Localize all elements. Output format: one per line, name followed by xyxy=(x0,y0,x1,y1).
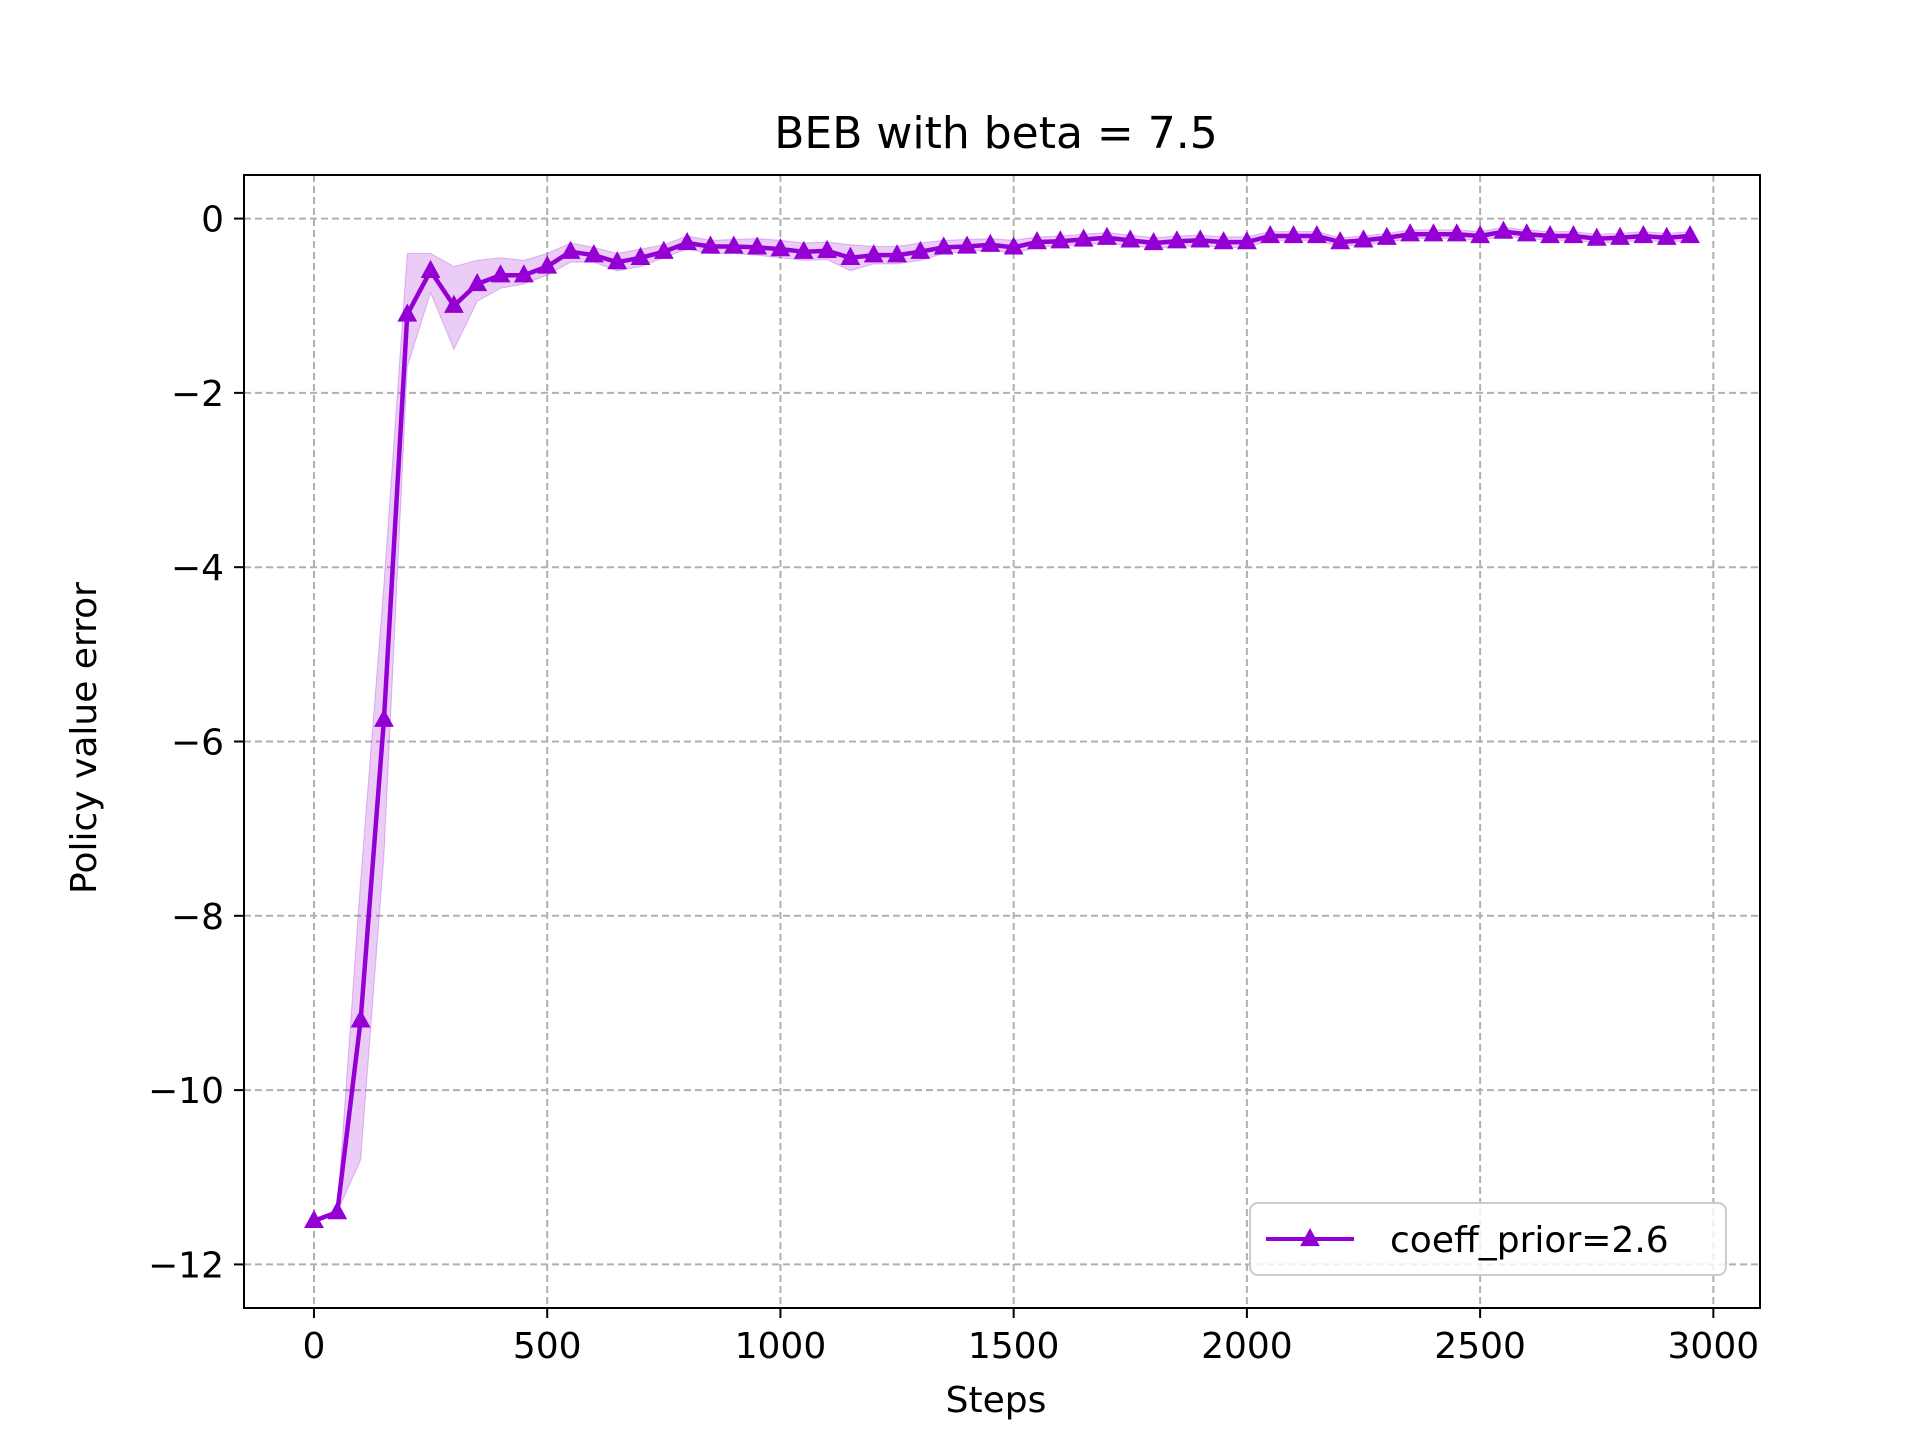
data-point-marker xyxy=(374,708,394,727)
data-point-marker xyxy=(1353,229,1374,248)
x-tick-label: 500 xyxy=(513,1326,582,1367)
data-point-marker xyxy=(1586,227,1607,246)
data-point-marker xyxy=(537,255,558,274)
data-point-marker xyxy=(700,235,721,254)
data-point-marker xyxy=(1050,230,1071,249)
y-axis-ticks: 0 −2 −4 −6 −8 −10 −12 xyxy=(148,200,244,1286)
x-tick-label: 3000 xyxy=(1668,1326,1760,1367)
y-axis-title: Policy value error xyxy=(64,582,105,894)
data-point-marker xyxy=(677,231,698,251)
data-point-marker xyxy=(1306,225,1327,244)
data-point-marker xyxy=(1400,223,1421,242)
y-tick-label: −4 xyxy=(171,548,224,589)
data-point-marker xyxy=(1423,223,1444,242)
data-point-marker xyxy=(607,251,628,270)
x-tick-label: 2000 xyxy=(1201,1326,1293,1367)
data-point-marker xyxy=(1446,223,1467,242)
data-point-marker xyxy=(1190,229,1211,248)
data-point-marker xyxy=(630,246,651,265)
chart-title: BEB with beta = 7.5 xyxy=(774,108,1218,159)
data-point-marker xyxy=(980,233,1001,252)
data-point-marker xyxy=(1656,226,1677,245)
y-tick-label: −6 xyxy=(171,723,224,764)
series-markers xyxy=(304,220,1700,1228)
data-point-marker xyxy=(1260,225,1281,244)
data-point-marker xyxy=(1633,225,1654,244)
x-tick-label: 1500 xyxy=(968,1326,1060,1367)
data-point-marker xyxy=(444,294,464,313)
data-point-marker xyxy=(327,1201,348,1220)
data-point-marker xyxy=(350,1009,371,1028)
x-tick-label: 2500 xyxy=(1434,1326,1526,1367)
data-point-marker xyxy=(304,1209,324,1228)
data-point-marker xyxy=(1330,231,1351,250)
data-point-marker xyxy=(1540,225,1560,244)
data-point-marker xyxy=(723,235,744,254)
data-point-marker xyxy=(653,240,674,259)
data-point-marker xyxy=(513,264,534,283)
data-point-marker xyxy=(933,236,954,255)
data-point-marker xyxy=(1027,231,1047,250)
data-point-marker xyxy=(490,264,511,283)
legend-entry-label: coeff_prior=2.6 xyxy=(1390,1220,1669,1261)
data-point-marker xyxy=(397,303,418,322)
legend: coeff_prior=2.6 xyxy=(1249,1202,1727,1276)
data-point-marker xyxy=(560,240,581,259)
x-tick-label: 1000 xyxy=(735,1326,827,1367)
data-point-marker xyxy=(583,244,604,263)
data-point-marker xyxy=(1563,225,1584,244)
y-tick-label: −8 xyxy=(171,897,224,938)
y-tick-label: −10 xyxy=(148,1071,224,1112)
data-point-marker xyxy=(420,259,441,279)
y-tick-label: −12 xyxy=(148,1245,224,1286)
data-point-marker xyxy=(1120,229,1141,248)
data-point-marker xyxy=(910,240,931,259)
data-point-marker xyxy=(467,272,488,292)
data-point-marker xyxy=(1493,220,1514,239)
data-point-marker xyxy=(887,244,907,263)
data-point-marker xyxy=(863,244,884,263)
data-point-marker xyxy=(1236,231,1257,250)
data-point-marker xyxy=(747,236,768,255)
data-point-marker xyxy=(840,246,861,265)
data-point-marker xyxy=(1283,225,1304,244)
x-axis-ticks: 0 500 1000 1500 2000 2500 3000 xyxy=(303,1308,1760,1367)
legend-box xyxy=(1249,1202,1727,1276)
legend-marker-swatch xyxy=(1300,1228,1320,1247)
data-point-marker xyxy=(1167,230,1187,249)
data-point-marker xyxy=(1143,231,1164,251)
y-tick-label: 0 xyxy=(201,200,224,241)
data-point-marker xyxy=(817,239,837,258)
x-tick-label: 0 xyxy=(303,1326,326,1367)
data-point-marker xyxy=(1097,226,1117,245)
grid-lines xyxy=(244,175,1760,1308)
data-point-marker xyxy=(1680,225,1700,244)
data-point-marker xyxy=(1470,225,1491,244)
data-point-marker xyxy=(1213,231,1234,250)
data-point-marker xyxy=(770,238,791,257)
y-tick-label: −2 xyxy=(171,374,224,415)
data-point-marker xyxy=(957,235,977,254)
data-point-marker xyxy=(793,240,814,259)
data-point-marker xyxy=(1610,226,1630,245)
data-point-marker xyxy=(1073,228,1094,247)
data-point-marker xyxy=(1003,236,1024,255)
x-axis-title: Steps xyxy=(946,1380,1047,1421)
data-point-marker xyxy=(1516,223,1537,242)
data-point-marker xyxy=(1376,226,1397,245)
